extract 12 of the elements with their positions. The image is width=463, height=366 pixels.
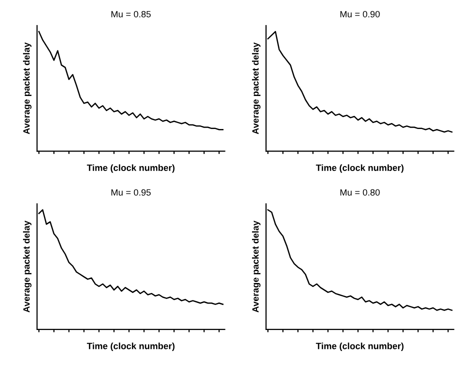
x-axis-title: Time (clock number) <box>316 164 404 173</box>
x-axis-title: Time (clock number) <box>316 342 404 352</box>
x-axis-title: Time (clock number) <box>86 342 175 352</box>
y-axis-title: Average packet delay <box>23 42 32 134</box>
x-axis-title: Time (clock number) <box>86 164 175 173</box>
y-axis-title: Average packet delay <box>23 220 32 312</box>
chart-title: Mu = 0.95 <box>111 189 151 196</box>
chart-title: Mu = 0.85 <box>111 10 151 18</box>
y-axis-title: Average packet delay <box>252 220 260 312</box>
chart-title: Mu = 0.90 <box>340 10 380 18</box>
chart-title: Mu = 0.80 <box>340 189 380 196</box>
y-axis-title: Average packet delay <box>252 42 260 134</box>
